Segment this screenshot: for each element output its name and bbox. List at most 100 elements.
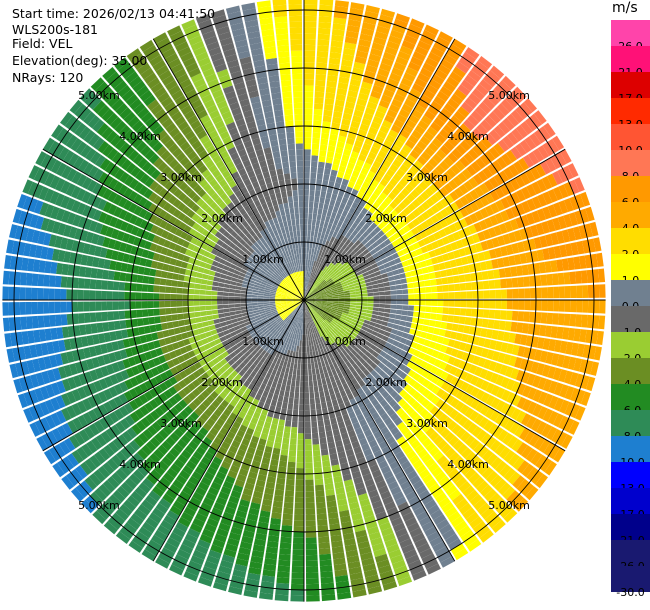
velocity-gate [273,363,280,371]
velocity-gate [414,444,425,454]
velocity-gate [347,268,354,274]
velocity-gate [109,331,117,341]
velocity-gate [363,568,378,578]
velocity-gate [437,63,451,76]
velocity-gate [489,339,497,350]
velocity-gate [324,359,329,366]
velocity-gate [132,452,145,464]
velocity-gate [76,446,89,461]
velocity-gate [314,344,318,351]
velocity-gate [359,186,367,195]
velocity-gate [138,394,149,405]
velocity-gate [219,413,229,422]
velocity-gate [221,325,229,332]
velocity-gate [279,548,291,555]
velocity-gate [246,446,256,455]
velocity-gate [293,302,299,306]
velocity-gate [504,366,514,378]
velocity-gate [381,390,390,399]
velocity-gate [319,559,332,567]
velocity-gate [553,382,564,396]
velocity-gate [404,252,412,260]
velocity-gate [156,364,165,374]
velocity-gate [293,403,299,410]
velocity-gate [392,445,402,455]
velocity-gate [306,253,309,260]
velocity-gate [335,379,342,387]
velocity-gate [412,281,420,288]
velocity-gate [399,371,408,380]
velocity-gate [277,318,283,324]
velocity-gate [183,313,190,320]
velocity-gate [233,325,241,331]
velocity-gate [469,213,479,224]
velocity-gate [212,582,228,592]
velocity-gate [359,498,371,507]
velocity-gate [335,575,349,583]
velocity-gate [319,367,324,374]
velocity-gate [268,529,280,537]
velocity-gate [500,210,510,222]
velocity-gate [112,311,120,320]
velocity-gate [369,273,376,278]
velocity-gate [141,249,150,258]
velocity-gate [344,419,352,427]
velocity-gate [85,324,92,335]
velocity-gate [521,264,529,276]
velocity-gate [340,278,347,284]
velocity-gate [263,403,270,411]
velocity-gate [381,273,388,279]
velocity-gate [230,281,237,286]
velocity-gate [520,121,533,135]
velocity-gate [436,388,446,398]
velocity-gate [349,259,356,266]
velocity-gate [338,345,345,352]
velocity-gate [161,362,170,372]
velocity-gate [388,549,402,559]
velocity-gate [342,473,352,482]
velocity-gate [103,259,111,270]
velocity-gate [277,472,286,479]
velocity-gate [196,375,205,384]
velocity-gate [428,234,436,243]
velocity-gate [341,283,348,288]
velocity-gate [275,297,281,299]
velocity-gate [335,213,342,221]
velocity-gate [384,46,398,56]
velocity-gate [506,300,513,310]
velocity-gate [384,290,391,296]
velocity-gate [403,327,411,334]
velocity-gate [373,296,380,300]
velocity-gate [124,443,136,456]
velocity-gate [223,312,231,317]
velocity-gate [459,156,470,168]
velocity-gate [506,490,520,504]
velocity-gate [285,324,290,331]
velocity-gate [319,290,326,294]
velocity-gate [287,467,296,474]
velocity-gate [393,196,402,205]
velocity-gate [320,138,329,146]
velocity-gate [403,366,411,375]
velocity-gate [220,273,227,279]
velocity-gate [370,193,379,201]
velocity-gate [319,196,325,204]
velocity-gate [326,302,333,305]
velocity-gate [296,468,304,474]
velocity-gate [222,300,229,305]
velocity-gate [251,321,258,327]
velocity-gate [353,61,366,70]
velocity-gate [470,272,477,282]
velocity-gate [171,559,186,571]
velocity-gate [341,197,349,205]
velocity-gate [271,328,277,335]
velocity-gate [527,151,540,165]
velocity-gate [177,438,188,449]
velocity-gate [37,357,47,371]
velocity-gate [226,403,235,412]
velocity-gate [57,459,70,474]
velocity-gate [470,386,480,398]
velocity-gate [413,311,420,318]
velocity-gate [412,349,421,358]
velocity-gate [416,170,427,181]
